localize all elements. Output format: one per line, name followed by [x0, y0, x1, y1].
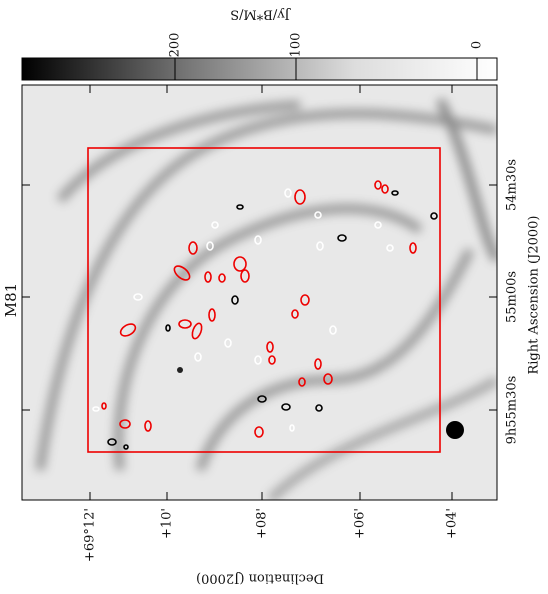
x-axis-label: Declination (J2000) — [196, 571, 324, 586]
field-box — [87, 147, 441, 453]
x-tick-label: +10' — [160, 508, 175, 539]
frame — [21, 84, 498, 501]
title: M81 — [2, 283, 20, 317]
colorbar-label: Jy/B*M/S — [230, 7, 292, 22]
colorbar-tick-label: 200 — [168, 33, 183, 58]
regions — [92, 180, 438, 450]
x-tick-label: +06' — [353, 508, 368, 539]
y-axis-label: Right Ascension (J2000) — [527, 215, 542, 374]
colorbar — [21, 57, 498, 81]
colorbar-tick-label: 0 — [470, 41, 485, 49]
x-tick-label: +69°12' — [83, 508, 98, 562]
y-tick-label: 9h55m30s — [505, 376, 520, 445]
y-tick-label: 54m30s — [505, 159, 520, 211]
x-tick-label: +08' — [255, 508, 270, 539]
image — [22, 85, 497, 500]
colorbar-tick-label: 100 — [289, 33, 304, 58]
y-tick-label: 55m00s — [505, 271, 520, 323]
x-tick-label: +04' — [445, 508, 460, 539]
